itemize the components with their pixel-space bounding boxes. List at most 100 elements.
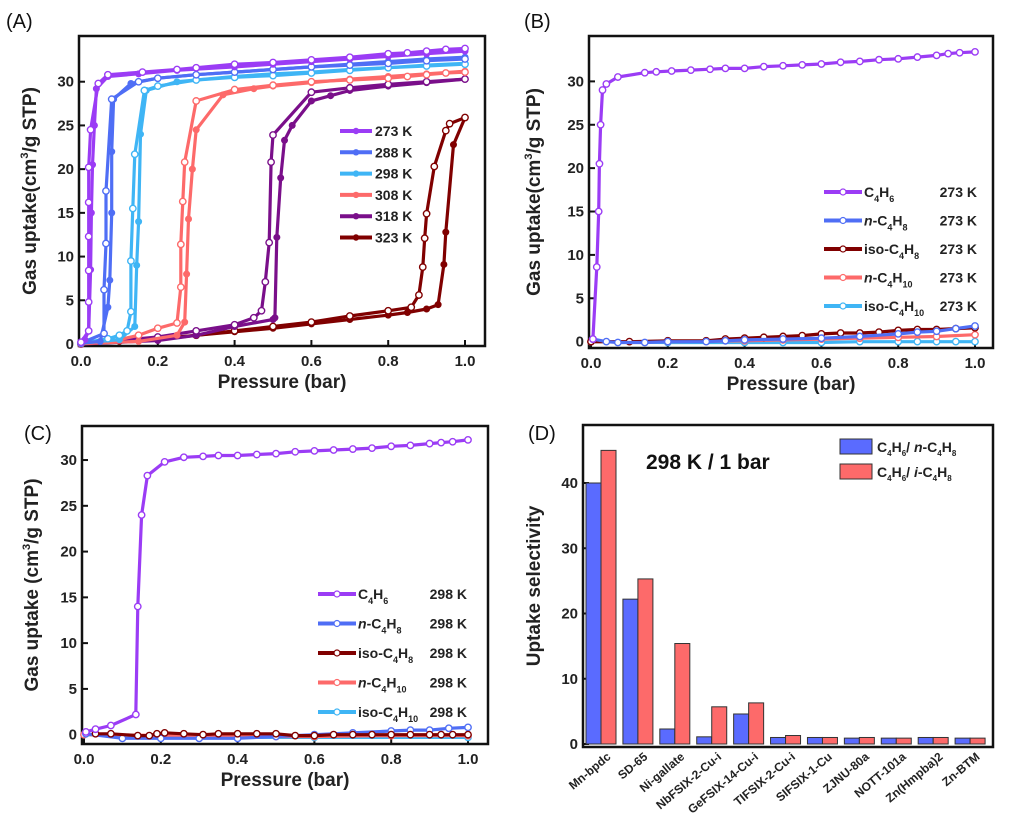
data-point (134, 331, 143, 340)
legend-label-sub: 8 (408, 655, 413, 665)
data-point (230, 85, 239, 94)
legend-marker (352, 191, 360, 199)
legend-item: C4H6 273 K (824, 184, 977, 204)
panel-label: (D) (528, 423, 556, 445)
y-tick-label: 5 (69, 681, 77, 698)
bar (821, 736, 838, 745)
y-tick-label: 15 (60, 589, 77, 606)
data-point (855, 57, 864, 66)
data-point (269, 81, 277, 90)
data-point (415, 291, 423, 299)
data-point (721, 64, 730, 73)
legend-marker (352, 213, 360, 220)
data-point (686, 66, 695, 75)
legend-label-text: H (904, 241, 914, 257)
data-point (192, 97, 201, 105)
legend-temp: 273 K (940, 298, 977, 314)
data-point (971, 47, 979, 56)
data-point (94, 79, 103, 88)
legend-label-text: H (386, 675, 396, 691)
legend-swatch (839, 463, 873, 480)
legend-item: 323 K (340, 230, 412, 246)
bar (806, 736, 823, 745)
y-axis-title: Gas uptake (cm3/g STP) (21, 478, 43, 691)
data-point (932, 327, 941, 336)
legend-label: 298 K (375, 166, 412, 182)
data-point (449, 141, 457, 149)
y-tick-label: 10 (57, 249, 74, 266)
data-point (594, 207, 603, 216)
legend: 273 K 288 K 298 K 308 K 318 K 323 K (340, 123, 412, 246)
legend-label-sub: 10 (914, 308, 924, 318)
legend-item: n-C4H10 298 K (318, 675, 467, 695)
data-point (759, 62, 768, 71)
data-point (127, 307, 135, 316)
data-point (135, 337, 143, 345)
data-point (418, 263, 427, 271)
data-point (199, 730, 207, 739)
series-line (85, 438, 469, 734)
data-point (740, 64, 749, 73)
data-point (84, 163, 93, 172)
data-point (180, 158, 189, 167)
legend-label-text: H (937, 464, 947, 480)
legend-temp: 273 K (940, 270, 977, 286)
data-point (329, 730, 338, 739)
bar (733, 713, 750, 745)
bar (637, 578, 654, 745)
legend-label-text: H (398, 645, 408, 661)
legend-marker (333, 649, 341, 657)
legend-temp: 273 K (940, 184, 977, 200)
data-point (440, 260, 448, 268)
series-298K-adsorption (77, 59, 469, 347)
x-tick-label: 0.8 (378, 353, 399, 370)
legend-label: iso-C4H8 (864, 241, 919, 261)
x-tick-label: 0.0 (581, 355, 602, 372)
data-point (955, 48, 964, 57)
data-point (133, 731, 142, 740)
y-axis-title-main: Gas uptake(cm (20, 159, 41, 295)
data-point (153, 324, 162, 333)
legend-temp: 273 K (940, 241, 977, 257)
panel-label: (C) (24, 423, 52, 445)
legend-item: C4H6/ n-C4H8 (839, 438, 957, 458)
legend-item: n-C4H8 273 K (824, 213, 977, 233)
data-point (160, 728, 169, 737)
bar (954, 737, 971, 745)
y-axis-title-main: Gas uptake (cm (22, 550, 43, 692)
data-point (702, 337, 711, 346)
legend-label-sub: 6 (902, 474, 907, 483)
x-axis-title: Pressure (bar) (221, 770, 350, 791)
legend-label-sub: 10 (408, 714, 418, 724)
legend-temp: 273 K (940, 213, 977, 229)
y-tick-label: 0 (66, 336, 74, 353)
bar-group: SD-65 (615, 578, 654, 782)
data-point (103, 70, 112, 79)
x-axis-title: Pressure (bar) (218, 372, 347, 393)
series-iso-C4H8 (91, 728, 472, 740)
data-point (183, 270, 191, 278)
legend-temp: 298 K (430, 586, 467, 602)
y-axis-title-rest: /g STP) (20, 87, 41, 152)
data-point (307, 88, 316, 97)
y-axis-title: Uptake selectivity (524, 505, 545, 666)
data-point (291, 731, 300, 740)
legend-marker (333, 678, 341, 687)
data-point (441, 69, 450, 77)
data-point (971, 337, 979, 346)
y-tick-label: 30 (60, 452, 77, 469)
y-tick-label: 10 (60, 635, 77, 652)
legend-label-sub: 8 (914, 251, 919, 261)
data-point (261, 278, 270, 286)
data-point (384, 49, 393, 58)
legend-marker (839, 273, 847, 282)
category-label: Mn-bpdc (566, 749, 614, 792)
y-tick-label: 25 (60, 498, 77, 515)
data-point (269, 131, 277, 139)
data-point (425, 439, 434, 448)
data-point (348, 445, 357, 453)
data-point (602, 80, 611, 88)
data-point (96, 337, 104, 345)
legend-label-text: H (892, 213, 902, 229)
